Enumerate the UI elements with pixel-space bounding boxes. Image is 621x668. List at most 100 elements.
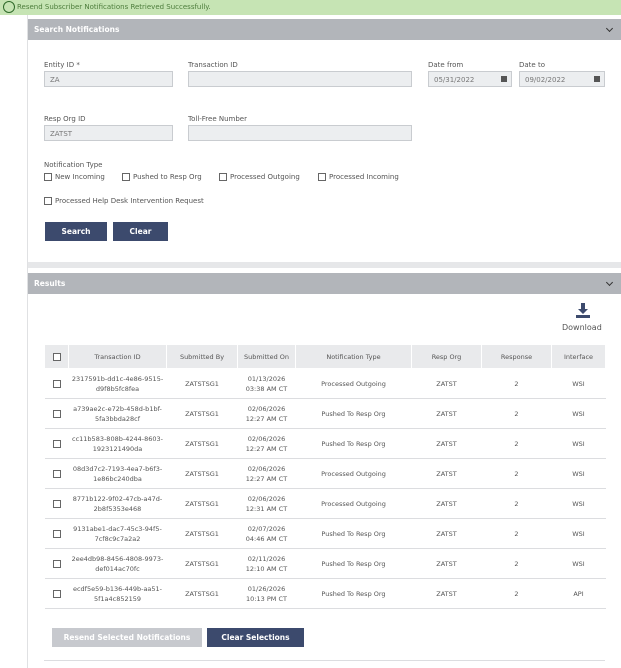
column-header[interactable]: Resp Org bbox=[411, 344, 482, 369]
panel-title: Search Notifications bbox=[34, 25, 120, 34]
results-panel-header[interactable]: Results bbox=[28, 273, 621, 294]
submitted-on: 02/11/2026 12:10 AM CT bbox=[237, 548, 296, 579]
download-label[interactable]: Download bbox=[562, 323, 602, 332]
submitted-on: 02/06/2026 12:31 AM CT bbox=[237, 488, 296, 519]
row-checkbox[interactable] bbox=[52, 439, 61, 448]
main-area bbox=[27, 15, 621, 668]
checkbox[interactable] bbox=[122, 173, 130, 181]
table-row[interactable]: 2317591b-dd1c-4e86-9515-d9f8b5fc8fea ZATS… bbox=[44, 368, 606, 399]
submitted-by: ZATSTSG1 bbox=[166, 428, 238, 459]
column-header[interactable]: Submitted On bbox=[237, 344, 296, 369]
submitted-by: ZATSTSG1 bbox=[166, 368, 238, 399]
table-row[interactable]: 08d3d7c2-7193-4ea7-b6f3-1e86bc240dba ZATS… bbox=[44, 458, 606, 489]
option-label: New Incoming bbox=[55, 173, 105, 181]
submitted-by: ZATSTSG1 bbox=[166, 518, 238, 549]
submitted-on: 01/26/2026 10:13 PM CT bbox=[237, 578, 296, 609]
select-all-checkbox[interactable] bbox=[52, 352, 61, 361]
table-row[interactable]: cc11b583-808b-4244-8603-1923121490da ZATS… bbox=[44, 428, 606, 459]
group-label: Notification Type bbox=[44, 161, 103, 169]
clear-selections-button[interactable]: Clear Selections bbox=[207, 628, 304, 647]
interface: WSI bbox=[551, 458, 606, 489]
resp-org: ZATST bbox=[411, 458, 482, 489]
option-label: Processed Outgoing bbox=[230, 173, 300, 181]
calendar-icon[interactable] bbox=[594, 76, 600, 82]
checkbox-option[interactable]: Pushed to Resp Org bbox=[122, 173, 202, 181]
column-header[interactable]: Interface bbox=[551, 344, 606, 369]
checkbox-cell bbox=[44, 578, 69, 609]
transaction-id: 8771b122-9f02-47cb-a47d-2b8f5353e468 bbox=[68, 488, 167, 519]
date-value: 05/31/2022 bbox=[434, 76, 475, 84]
chevron bbox=[605, 24, 614, 33]
row-checkbox[interactable] bbox=[52, 559, 61, 568]
column-header[interactable]: Notification Type bbox=[295, 344, 412, 369]
transaction-id: 08d3d7c2-7193-4ea7-b6f3-1e86bc240dba bbox=[68, 458, 167, 489]
resp-org: ZATST bbox=[411, 518, 482, 549]
notification-type: Pushed To Resp Org bbox=[295, 518, 412, 549]
row-checkbox[interactable] bbox=[52, 379, 61, 388]
checkbox[interactable] bbox=[44, 173, 52, 181]
clear-button[interactable]: Clear bbox=[113, 222, 168, 241]
calendar-icon[interactable] bbox=[501, 76, 507, 82]
notification-type: Processed Outgoing bbox=[295, 368, 412, 399]
transaction-id: ecdf5e59-b136-449b-aa51-5f1a4c852159 bbox=[68, 578, 167, 609]
option-label: Pushed to Resp Org bbox=[133, 173, 202, 181]
resp-org: ZATST bbox=[411, 428, 482, 459]
table-row[interactable]: a739ae2c-e72b-458d-b1bf-5fa3bbda28cf ZATS… bbox=[44, 398, 606, 429]
search-panel-header[interactable]: Search Notifications bbox=[28, 19, 621, 40]
divider bbox=[44, 660, 605, 661]
resp-org: ZATST bbox=[411, 398, 482, 429]
row-checkbox[interactable] bbox=[52, 499, 61, 508]
date-input[interactable]: 05/31/2022 bbox=[428, 71, 512, 87]
table-row[interactable]: 2ee4db98-8456-4808-9973-def014ac70fc ZATS… bbox=[44, 548, 606, 579]
table-row[interactable]: 9131abe1-dac7-45c3-94f5-7cf8c9c7a2a2 ZATS… bbox=[44, 518, 606, 549]
download-icon[interactable] bbox=[575, 303, 591, 319]
checkbox-option[interactable]: Processed Help Desk Intervention Request bbox=[44, 197, 204, 205]
notification-type: Pushed To Resp Org bbox=[295, 428, 412, 459]
separator bbox=[28, 262, 621, 268]
column-header[interactable]: Transaction ID bbox=[68, 344, 167, 369]
checkbox[interactable] bbox=[44, 197, 52, 205]
checkbox[interactable] bbox=[318, 173, 326, 181]
notification-type: Pushed To Resp Org bbox=[295, 398, 412, 429]
table-row[interactable]: ecdf5e59-b136-449b-aa51-5f1a4c852159 ZATS… bbox=[44, 578, 606, 609]
table-row[interactable]: 8771b122-9f02-47cb-a47d-2b8f5353e468 ZATS… bbox=[44, 488, 606, 519]
checkbox-cell bbox=[44, 398, 69, 429]
results-table: Transaction ID Submitted By Submitted On No… bbox=[44, 344, 606, 609]
text-input[interactable]: ZATST bbox=[44, 125, 173, 141]
field-label: Date from bbox=[428, 61, 464, 69]
text-input[interactable] bbox=[188, 125, 412, 141]
field-label: Date to bbox=[519, 61, 545, 69]
response: 2 bbox=[481, 518, 552, 549]
option-label: Processed Help Desk Intervention Request bbox=[55, 197, 204, 205]
resp-org: ZATST bbox=[411, 488, 482, 519]
response: 2 bbox=[481, 368, 552, 399]
date-input[interactable]: 09/02/2022 bbox=[519, 71, 605, 87]
checkbox-option[interactable]: New Incoming bbox=[44, 173, 105, 181]
field-label: Toll-Free Number bbox=[188, 115, 247, 123]
column-header[interactable]: Submitted By bbox=[166, 344, 238, 369]
response: 2 bbox=[481, 488, 552, 519]
row-checkbox[interactable] bbox=[52, 469, 61, 478]
checkbox-option[interactable]: Processed Outgoing bbox=[219, 173, 300, 181]
submitted-on: 02/06/2026 12:27 AM CT bbox=[237, 428, 296, 459]
search-button[interactable]: Search bbox=[45, 222, 107, 241]
interface: WSI bbox=[551, 368, 606, 399]
text-input[interactable] bbox=[188, 71, 412, 87]
response: 2 bbox=[481, 578, 552, 609]
submitted-by: ZATSTSG1 bbox=[166, 548, 238, 579]
chevron bbox=[605, 278, 614, 287]
checkbox-cell bbox=[44, 518, 69, 549]
row-checkbox[interactable] bbox=[52, 409, 61, 418]
column-header[interactable]: Response bbox=[481, 344, 552, 369]
row-checkbox[interactable] bbox=[52, 589, 61, 598]
checkbox-option[interactable]: Processed Incoming bbox=[318, 173, 399, 181]
submitted-on: 02/06/2026 12:27 AM CT bbox=[237, 398, 296, 429]
date-value: 09/02/2022 bbox=[525, 76, 566, 84]
row-checkbox[interactable] bbox=[52, 529, 61, 538]
resend-button[interactable]: Resend Selected Notifications bbox=[52, 628, 202, 647]
checkbox[interactable] bbox=[219, 173, 227, 181]
text-input[interactable]: ZA bbox=[44, 71, 173, 87]
response: 2 bbox=[481, 458, 552, 489]
checkbox-cell bbox=[44, 428, 69, 459]
